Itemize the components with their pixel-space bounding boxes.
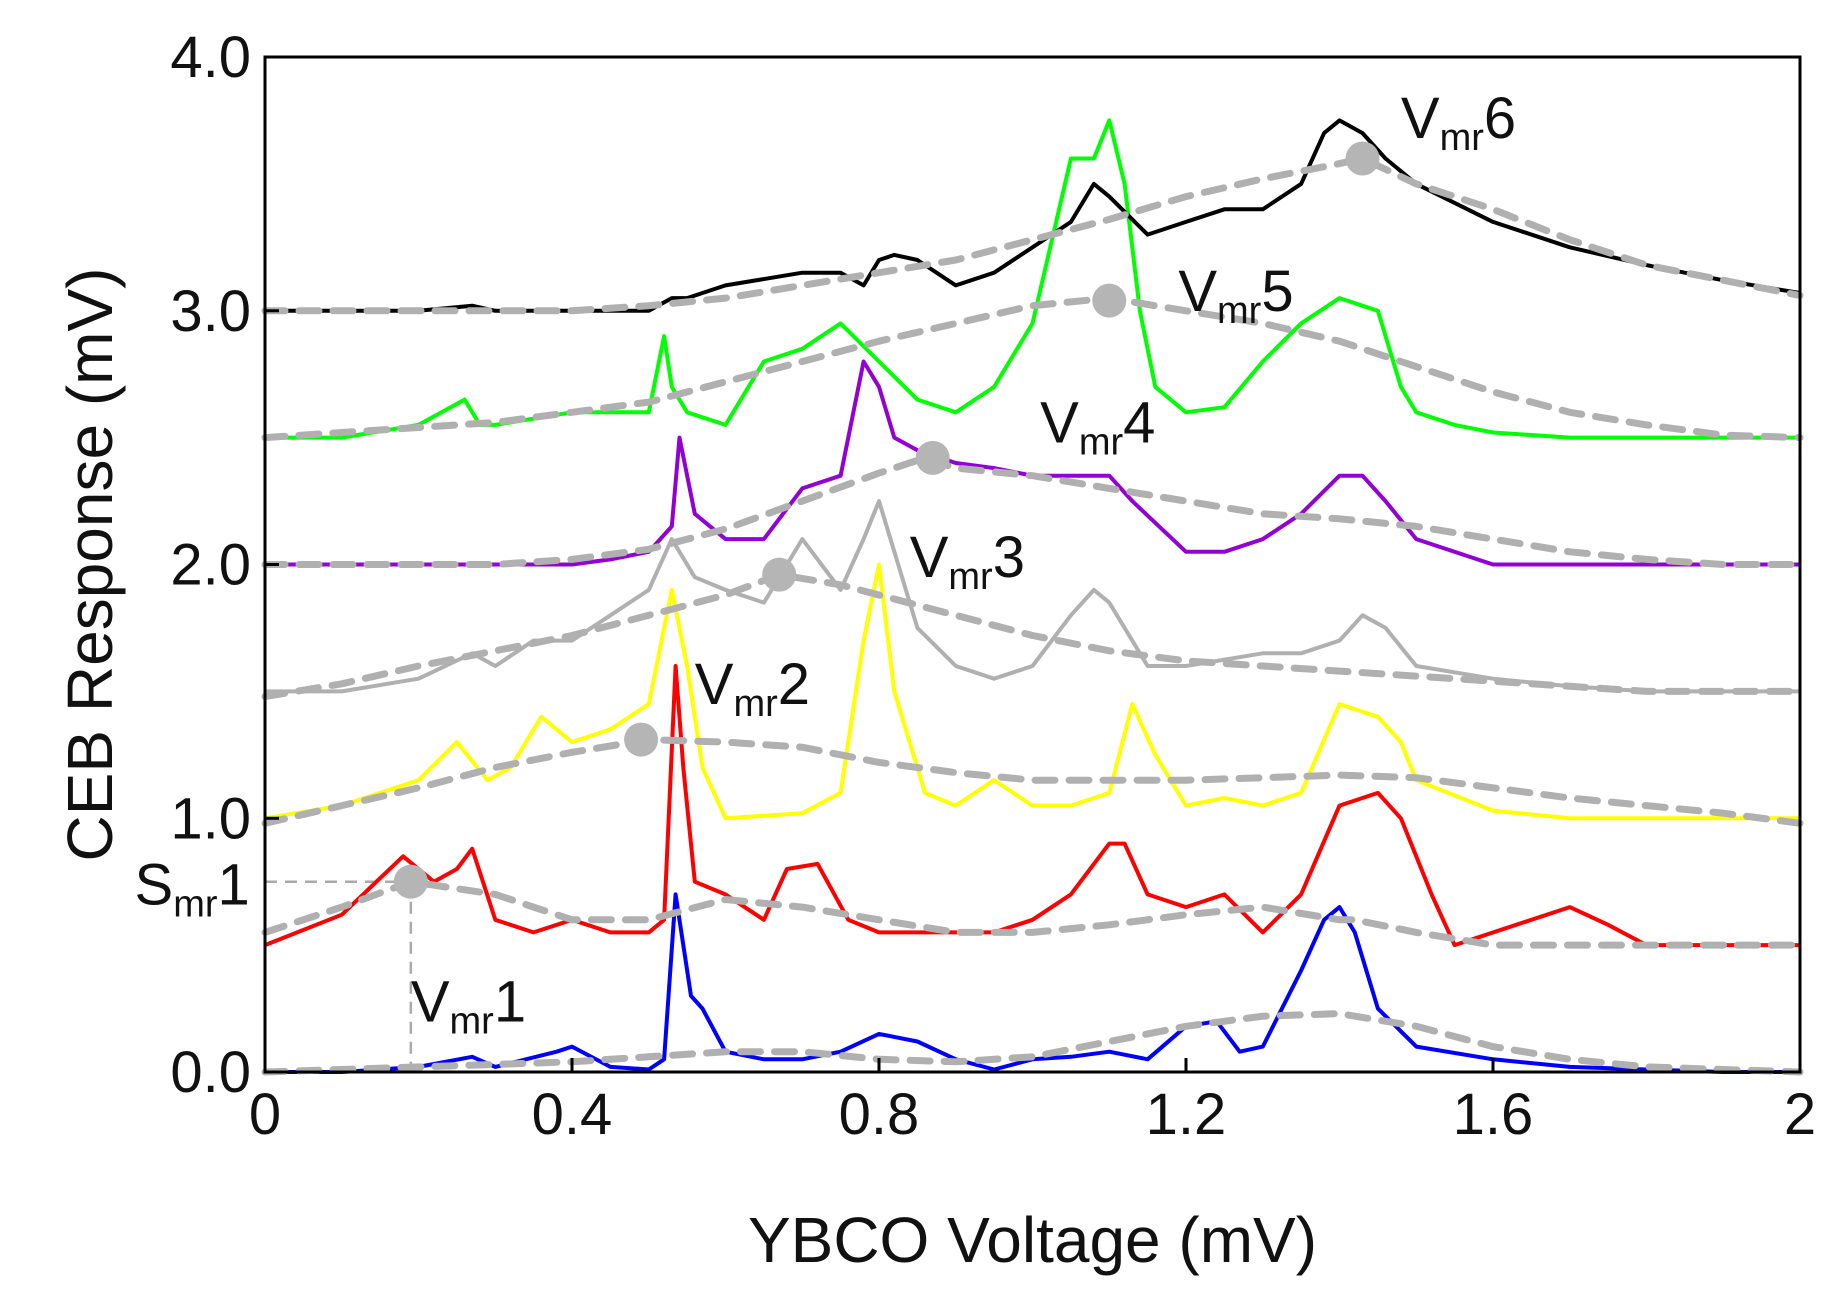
- x-tick-label: 1.2: [1146, 1082, 1227, 1147]
- series-line-4: [265, 499, 1800, 694]
- annotation-vmr5: Vmr5: [1178, 259, 1293, 332]
- x-axis-title: YBCO Voltage (mV): [748, 1204, 1317, 1276]
- marker-2: [624, 722, 659, 757]
- y-tick-label: 3.0: [170, 279, 251, 344]
- x-tick-label: 0: [249, 1082, 281, 1147]
- marker-6: [1345, 141, 1380, 176]
- fit-5: [261, 454, 1804, 568]
- y-axis-title: CEB Response (mV): [54, 268, 126, 862]
- annotation-vmr1: Vmr1: [411, 969, 526, 1042]
- fit-7: [261, 155, 1804, 315]
- fit-curves: [261, 155, 1804, 1076]
- marker-1: [393, 864, 428, 899]
- annotation-smr1: Smr1: [135, 853, 250, 926]
- annotation-vmr2: Vmr2: [695, 652, 810, 725]
- fit-2: [261, 878, 1804, 949]
- fit-1: [261, 1010, 1804, 1076]
- fit-6: [261, 294, 1804, 442]
- x-tick-label: 2: [1784, 1082, 1816, 1147]
- series-line-5: [265, 359, 1800, 567]
- y-tick-label: 4.0: [170, 25, 251, 90]
- x-tick-label: 1.6: [1453, 1082, 1534, 1147]
- annotation-vmr4: Vmr4: [1040, 391, 1155, 464]
- axis-ticks: 0 0.4 0.8 1.2 1.6 2 0.0 1.0 2.0 3.0 4.0: [170, 25, 1816, 1147]
- x-tick-label: 0.8: [839, 1082, 920, 1147]
- marker-4: [915, 440, 950, 475]
- fit-markers: [393, 141, 1380, 899]
- marker-3: [762, 557, 797, 592]
- marker-5: [1092, 283, 1127, 318]
- series-line-2: [264, 664, 1800, 948]
- x-tick-label: 0.4: [532, 1082, 613, 1147]
- fit-4: [261, 571, 1804, 700]
- y-tick-label: 1.0: [170, 786, 251, 851]
- series-line-7: [265, 118, 1801, 313]
- series-line-3: [264, 562, 1800, 821]
- annotation-vmr6: Vmr6: [1401, 86, 1516, 159]
- reference-lines: [265, 880, 413, 1072]
- series-line-6: [265, 118, 1800, 440]
- annotation-vmr3: Vmr3: [910, 525, 1025, 598]
- y-tick-label: 0.0: [170, 1040, 251, 1105]
- y-tick-label: 2.0: [170, 533, 251, 598]
- fit-3: [261, 736, 1804, 827]
